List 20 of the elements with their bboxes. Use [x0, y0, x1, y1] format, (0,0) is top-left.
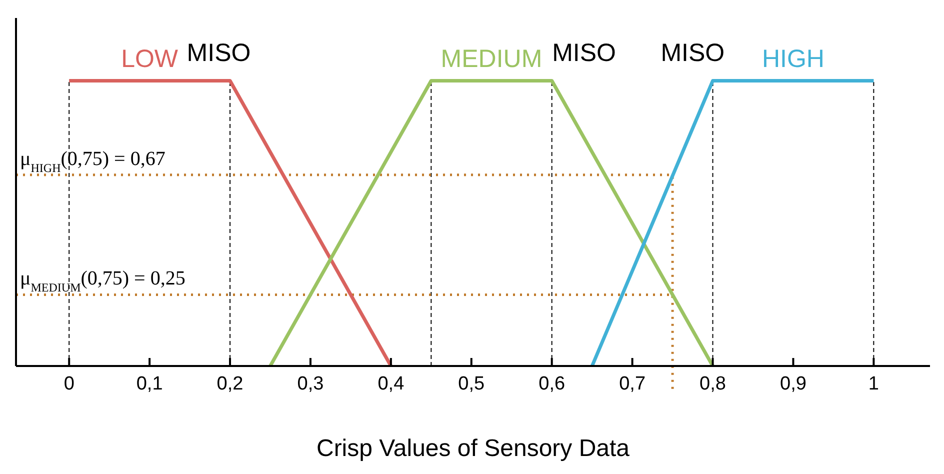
x-tick-label: 0,8: [700, 373, 726, 394]
series-label: MEDIUM: [440, 44, 542, 73]
x-tick-label: 0: [64, 373, 74, 394]
x-axis-title: Crisp Values of Sensory Data: [316, 435, 630, 462]
x-tick-label: 0,3: [297, 373, 324, 394]
text: MISO: [660, 39, 725, 68]
text: MISO: [552, 39, 616, 68]
series-label: HIGH: [762, 44, 824, 73]
ref-line-label: μ$_{HIGH}$(0,75) = 0,67: [20, 148, 166, 175]
x-tick-label: 0,6: [538, 373, 566, 394]
x-tick-label: 1: [868, 373, 879, 394]
x-tick-label: 0,7: [619, 373, 646, 394]
x-tick-label: 0,1: [136, 373, 163, 394]
series-label: LOW: [121, 44, 178, 73]
ref-line-label: μ$_{MEDIUM}$(0,75) = 0,25: [20, 268, 186, 295]
x-tick-label: 0,5: [458, 373, 485, 394]
x-tick-label: 0,2: [216, 373, 244, 394]
text: MISO: [186, 39, 251, 68]
x-tick-label: 0,4: [378, 373, 405, 394]
x-tick-label: 0,9: [780, 373, 806, 394]
